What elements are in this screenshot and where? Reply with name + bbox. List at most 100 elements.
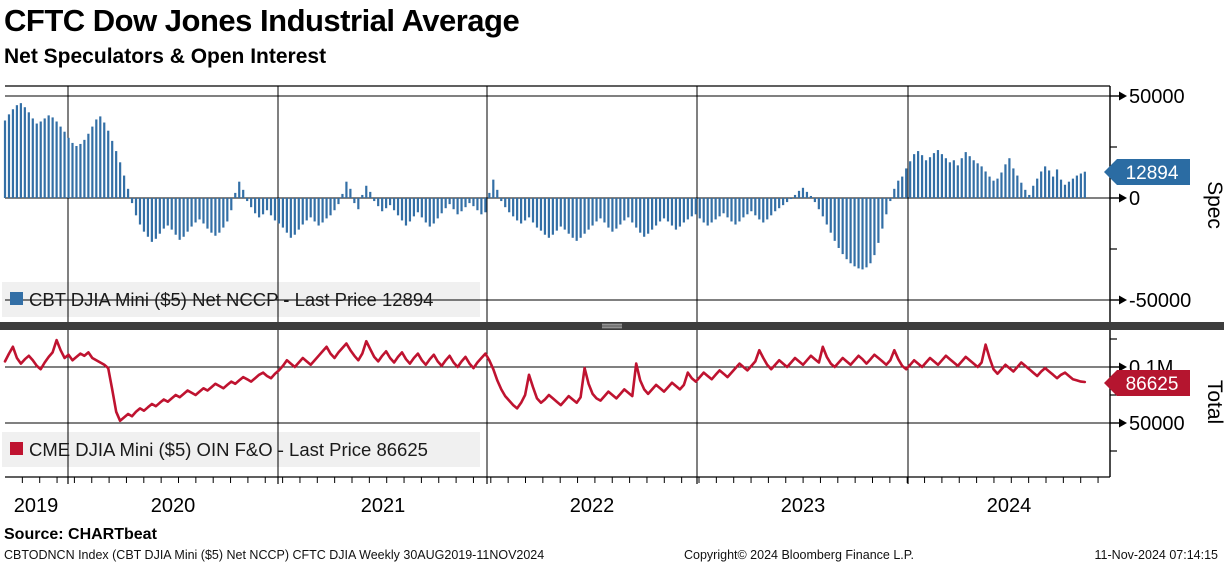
- spec-bar: [353, 198, 356, 204]
- spec-bar: [23, 107, 26, 198]
- spec-bar: [520, 198, 523, 224]
- spec-bar: [770, 198, 773, 216]
- spec-bar: [758, 198, 761, 220]
- spec-bar: [396, 198, 400, 216]
- spec-bar: [67, 137, 70, 198]
- spec-bar: [849, 198, 852, 264]
- spec-bar: [1051, 176, 1055, 198]
- spec-bar: [603, 198, 606, 223]
- spec-bar: [766, 198, 769, 220]
- spec-bar: [126, 188, 130, 198]
- spec-bar: [333, 198, 336, 211]
- spec-bar: [750, 198, 753, 212]
- spec-bar: [63, 131, 66, 198]
- spec-bar: [928, 157, 932, 198]
- spec-bar: [1012, 168, 1015, 198]
- spec-bar: [1040, 171, 1043, 198]
- spec-bar: [1028, 194, 1031, 198]
- spec-bar: [392, 198, 396, 211]
- spec-bar: [1075, 175, 1078, 198]
- spec-bar: [273, 198, 277, 221]
- spec-bar: [956, 165, 959, 198]
- spec-bar: [547, 198, 550, 238]
- spec-bar: [404, 198, 408, 226]
- spec-bar: [595, 198, 598, 222]
- spec-bar: [782, 198, 785, 206]
- spec-bar: [1016, 175, 1019, 198]
- spec-bar: [99, 116, 102, 198]
- spec-bar: [488, 192, 491, 198]
- spec-bar: [674, 198, 678, 230]
- spec-bar: [698, 198, 701, 219]
- spec-bar: [901, 176, 904, 198]
- spec-bar: [432, 198, 435, 224]
- spec-bar: [301, 198, 304, 225]
- spec-bar: [408, 198, 412, 222]
- spec-bar: [500, 198, 503, 202]
- spec-bar: [75, 145, 78, 198]
- spec-bar: [662, 198, 666, 219]
- spec-bar: [1059, 179, 1063, 198]
- spec-bar: [313, 198, 316, 222]
- spec-bar: [345, 181, 348, 198]
- spec-bar: [920, 155, 924, 198]
- spec-legend-item[interactable]: CBT DJIA Mini ($5) Net NCCP - Last Price…: [10, 289, 433, 310]
- y-tick-label: 50000: [1129, 86, 1185, 108]
- spec-bar: [893, 188, 896, 198]
- spec-bar: [91, 126, 94, 198]
- spec-bar: [960, 158, 963, 198]
- spec-bar: [186, 198, 189, 232]
- spec-bar: [321, 198, 324, 223]
- total-legend-bg: [2, 432, 480, 467]
- spec-legend-bg: [2, 282, 480, 317]
- spec-bar: [436, 198, 439, 219]
- spec-bar: [845, 198, 848, 260]
- spec-bar: [1048, 170, 1051, 198]
- spec-bar: [801, 187, 805, 198]
- spec-bar: [468, 198, 471, 204]
- spec-bar: [694, 198, 697, 215]
- panel-divider-grip[interactable]: [601, 323, 623, 329]
- spec-bar: [281, 198, 284, 228]
- spec-bar: [817, 198, 820, 210]
- spec-bar: [619, 198, 622, 225]
- spec-bar: [996, 178, 999, 198]
- spec-bar: [789, 198, 793, 200]
- spec-bar: [690, 198, 693, 217]
- spec-bar: [516, 198, 519, 221]
- spec-bar: [567, 198, 570, 234]
- spec-bar: [678, 198, 681, 227]
- spec-bar: [150, 198, 153, 242]
- x-tick-label: 2021: [361, 495, 406, 517]
- spec-bar: [190, 198, 193, 227]
- spec-bar: [1083, 171, 1086, 198]
- total-legend-item[interactable]: CME DJIA Mini ($5) OIN F&O - Last Price …: [10, 439, 428, 460]
- footer-copyright: Copyright© 2024 Bloomberg Finance L.P.: [684, 548, 914, 562]
- x-tick-label: 2020: [151, 495, 196, 517]
- spec-bar: [873, 198, 876, 256]
- spec-bar: [527, 198, 531, 218]
- spec-bar: [952, 160, 955, 198]
- spec-bar: [504, 198, 507, 208]
- spec-bar: [194, 198, 197, 223]
- source-label: Source: CHARTbeat: [4, 526, 157, 543]
- spec-bar: [865, 198, 868, 268]
- spec-bar: [563, 198, 566, 230]
- total-last-price-tag: 86625: [1104, 370, 1190, 396]
- spec-bar: [55, 121, 58, 198]
- spec-last-price-tag: 12894: [1104, 159, 1190, 185]
- spec-bar: [877, 198, 880, 243]
- spec-bar: [682, 198, 685, 223]
- y-tick-label: -50000: [1129, 290, 1191, 312]
- spec-bar: [460, 198, 463, 212]
- spec-bar: [905, 168, 908, 198]
- spec-bar: [762, 198, 765, 223]
- spec-bar: [543, 198, 547, 235]
- spec-bar: [111, 140, 114, 198]
- spec-bar: [385, 198, 388, 209]
- spec-bar: [714, 198, 717, 220]
- spec-bar: [984, 171, 987, 198]
- spec-bar: [7, 114, 11, 198]
- total-legend-label: CME DJIA Mini ($5) OIN F&O - Last Price …: [29, 439, 428, 460]
